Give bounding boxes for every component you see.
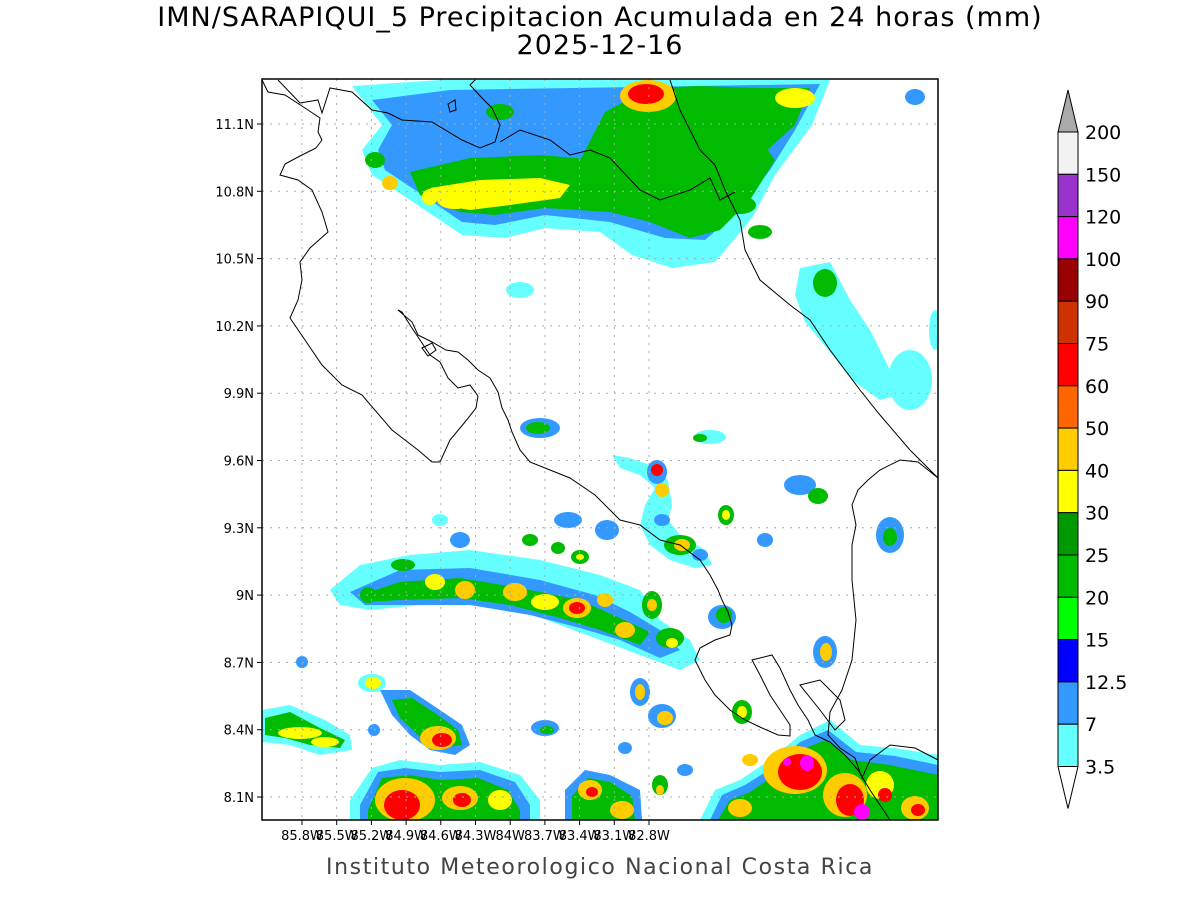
colorbar-bottom-arrow xyxy=(1057,766,1079,809)
colorbar-swatch xyxy=(1057,258,1079,302)
colorbar-swatch xyxy=(1057,681,1079,725)
colorbar-swatch xyxy=(1057,554,1079,598)
lon-tick-label: 84.6W xyxy=(420,829,462,844)
colorbar: 200 150 120 100 90 75 60 50 40 30 25 20 15 12.5 7 3.5 xyxy=(1057,89,1127,809)
colorbar-label: 7 xyxy=(1085,714,1097,736)
colorbar-swatch xyxy=(1057,300,1079,345)
map-title: IMN/SARAPIQUI_5 Precipitacion Acumulada … xyxy=(157,2,1043,33)
lon-tick-label: 82.8W xyxy=(628,829,670,844)
lat-tick-label: 8.7N xyxy=(224,656,254,671)
lat-tick-label: 10.8N xyxy=(215,185,254,200)
pacific-rain xyxy=(262,656,752,755)
central-valley-rain xyxy=(612,455,736,629)
nicoya-island xyxy=(421,342,437,357)
colorbar-top-arrow xyxy=(1057,89,1079,133)
colorbar-label: 150 xyxy=(1085,164,1121,186)
colorbar-label: 50 xyxy=(1085,418,1109,440)
colorbar-label: 20 xyxy=(1085,587,1109,609)
colorbar-label: 120 xyxy=(1085,207,1121,229)
lon-tick-label: 85.5W xyxy=(316,829,358,844)
lat-tick-label: 11.1N xyxy=(215,118,254,133)
colorbar-label: 60 xyxy=(1085,376,1109,398)
lat-tick-label: 10.5N xyxy=(215,253,254,268)
lake-nicaragua xyxy=(447,99,457,113)
map-frame xyxy=(261,78,939,821)
nicaragua-pacific-coast xyxy=(277,79,501,149)
colorbar-label: 90 xyxy=(1085,291,1109,313)
colorbar-swatch xyxy=(1057,639,1079,683)
colorbar-swatch xyxy=(1057,512,1079,556)
lon-tick-label: 83.1W xyxy=(593,829,635,844)
caribbean-scattered-rain xyxy=(506,89,938,668)
colorbar-label: 200 xyxy=(1085,122,1121,144)
coastlines xyxy=(262,79,938,820)
colorbar-label: 75 xyxy=(1085,334,1109,356)
lon-tick-label: 85.2W xyxy=(350,829,392,844)
lat-tick-label: 9.9N xyxy=(224,387,254,402)
map-grid xyxy=(262,79,938,820)
colorbar-swatch xyxy=(1057,385,1079,429)
lat-tick-label: 8.4N xyxy=(224,724,254,739)
colorbar-swatch xyxy=(1057,469,1079,514)
lat-tick-label: 8.1N xyxy=(224,791,254,806)
nicaragua-costa-rica-border xyxy=(499,129,736,201)
lon-tick-label: 84W xyxy=(495,829,525,844)
colorbar-swatch xyxy=(1057,131,1079,175)
lat-tick-label: 9.3N xyxy=(224,522,254,537)
panama-border xyxy=(827,459,938,780)
colorbar-label: 100 xyxy=(1085,249,1121,271)
lon-tick-label: 85.8W xyxy=(281,829,323,844)
colorbar-swatch xyxy=(1057,596,1079,641)
guanacaste-coast xyxy=(262,79,891,820)
burica-peninsula xyxy=(799,679,846,731)
colorbar-label: 40 xyxy=(1085,460,1109,482)
lon-tick-label: 84.3W xyxy=(455,829,497,844)
colorbar-swatch xyxy=(1057,343,1079,387)
latitude-axis: 11.1N 10.8N 10.5N 10.2N 9.9N 9.6N 9.3N 9N 8.7N 8.… xyxy=(215,118,262,806)
colorbar-label: 30 xyxy=(1085,503,1109,525)
colorbar-label: 3.5 xyxy=(1085,757,1115,779)
colorbar-swatch xyxy=(1057,427,1079,471)
lat-tick-label: 9.6N xyxy=(224,455,254,470)
colorbar-swatch xyxy=(1057,216,1079,260)
lon-tick-label: 84.9W xyxy=(385,829,427,844)
lat-tick-label: 9N xyxy=(236,589,254,604)
colorbar-label: 15 xyxy=(1085,630,1109,652)
colorbar-swatch xyxy=(1057,723,1079,768)
footer-credit: Instituto Meteorologico Nacional Costa R… xyxy=(326,855,874,880)
colorbar-label: 25 xyxy=(1085,545,1109,567)
caribbean-coast xyxy=(669,79,938,479)
colorbar-swatch xyxy=(1057,173,1079,218)
lat-tick-label: 10.2N xyxy=(215,320,254,335)
colorbar-label: 12.5 xyxy=(1085,672,1127,694)
north-rain-band xyxy=(352,80,830,268)
lon-tick-label: 83.4W xyxy=(559,829,601,844)
map-date: 2025-12-16 xyxy=(516,30,684,61)
lon-tick-label: 83.7W xyxy=(524,829,566,844)
central-rain-band xyxy=(330,512,700,670)
